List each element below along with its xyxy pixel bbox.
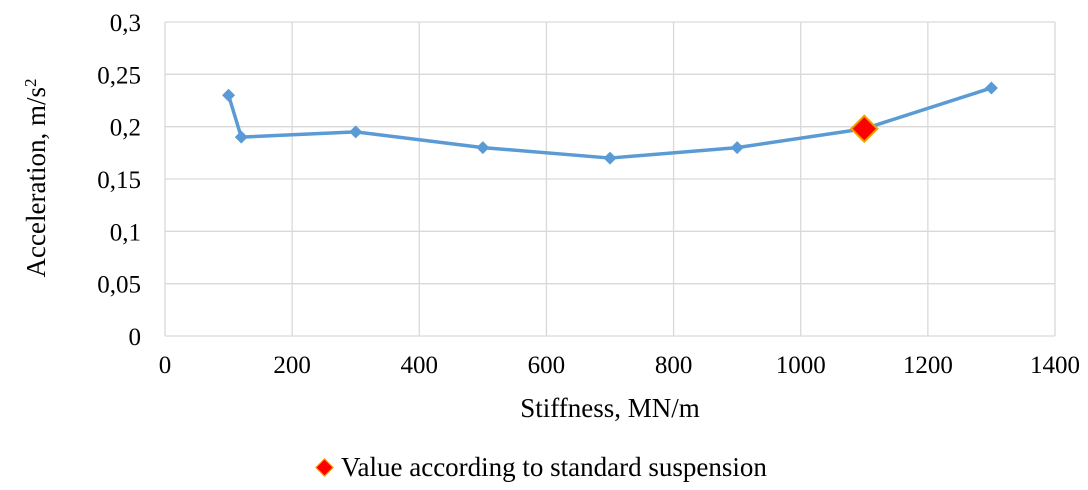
series-line <box>226 86 992 160</box>
series-lines <box>226 86 992 160</box>
y-tick-label: 0 <box>129 324 142 351</box>
y-axis-title: Acceleration, m/s2 <box>21 79 52 278</box>
x-axis-title: Stiffness, MN/m <box>520 393 700 423</box>
y-tick-label: 0,25 <box>97 62 141 89</box>
y-axis-title-superscript: 2 <box>21 79 40 88</box>
data-point <box>730 141 744 155</box>
x-tick-label: 1400 <box>1030 352 1080 379</box>
data-point <box>984 81 998 95</box>
series-points <box>222 81 998 165</box>
x-tick-label: 800 <box>655 352 693 379</box>
data-point <box>603 151 617 165</box>
x-tick-labels: 0 200 400 600 800 1000 1200 1400 <box>159 352 1080 379</box>
data-point <box>349 125 363 139</box>
x-tick-label: 1200 <box>903 352 953 379</box>
y-tick-label: 0,1 <box>110 219 141 246</box>
legend-label: Value according to standard suspension <box>341 452 767 482</box>
y-tick-label: 0,2 <box>110 115 141 142</box>
y-tick-labels: 0 0,05 0,1 0,15 0,2 0,25 0,3 <box>97 10 141 351</box>
y-tick-label: 0,05 <box>97 272 141 299</box>
x-tick-label: 200 <box>273 352 311 379</box>
x-tick-label: 600 <box>528 352 566 379</box>
y-axis-title-main: Acceleration, m/s <box>21 87 51 277</box>
y-tick-label: 0,15 <box>97 167 141 194</box>
y-tick-label: 0,3 <box>110 10 141 37</box>
chart: 0 200 400 600 800 1000 1200 1400 0 0,05 0,1 0,15 0,… <box>21 10 1081 423</box>
x-tick-label: 400 <box>401 352 439 379</box>
standard-suspension-point <box>849 114 879 144</box>
x-tick-label: 0 <box>159 352 172 379</box>
x-tick-label: 1000 <box>776 352 826 379</box>
legend: Value according to standard suspension <box>315 452 767 483</box>
data-point <box>234 130 248 144</box>
legend-marker-icon <box>315 458 334 477</box>
data-point <box>476 141 490 155</box>
data-point <box>222 88 236 102</box>
grid <box>164 21 1056 337</box>
